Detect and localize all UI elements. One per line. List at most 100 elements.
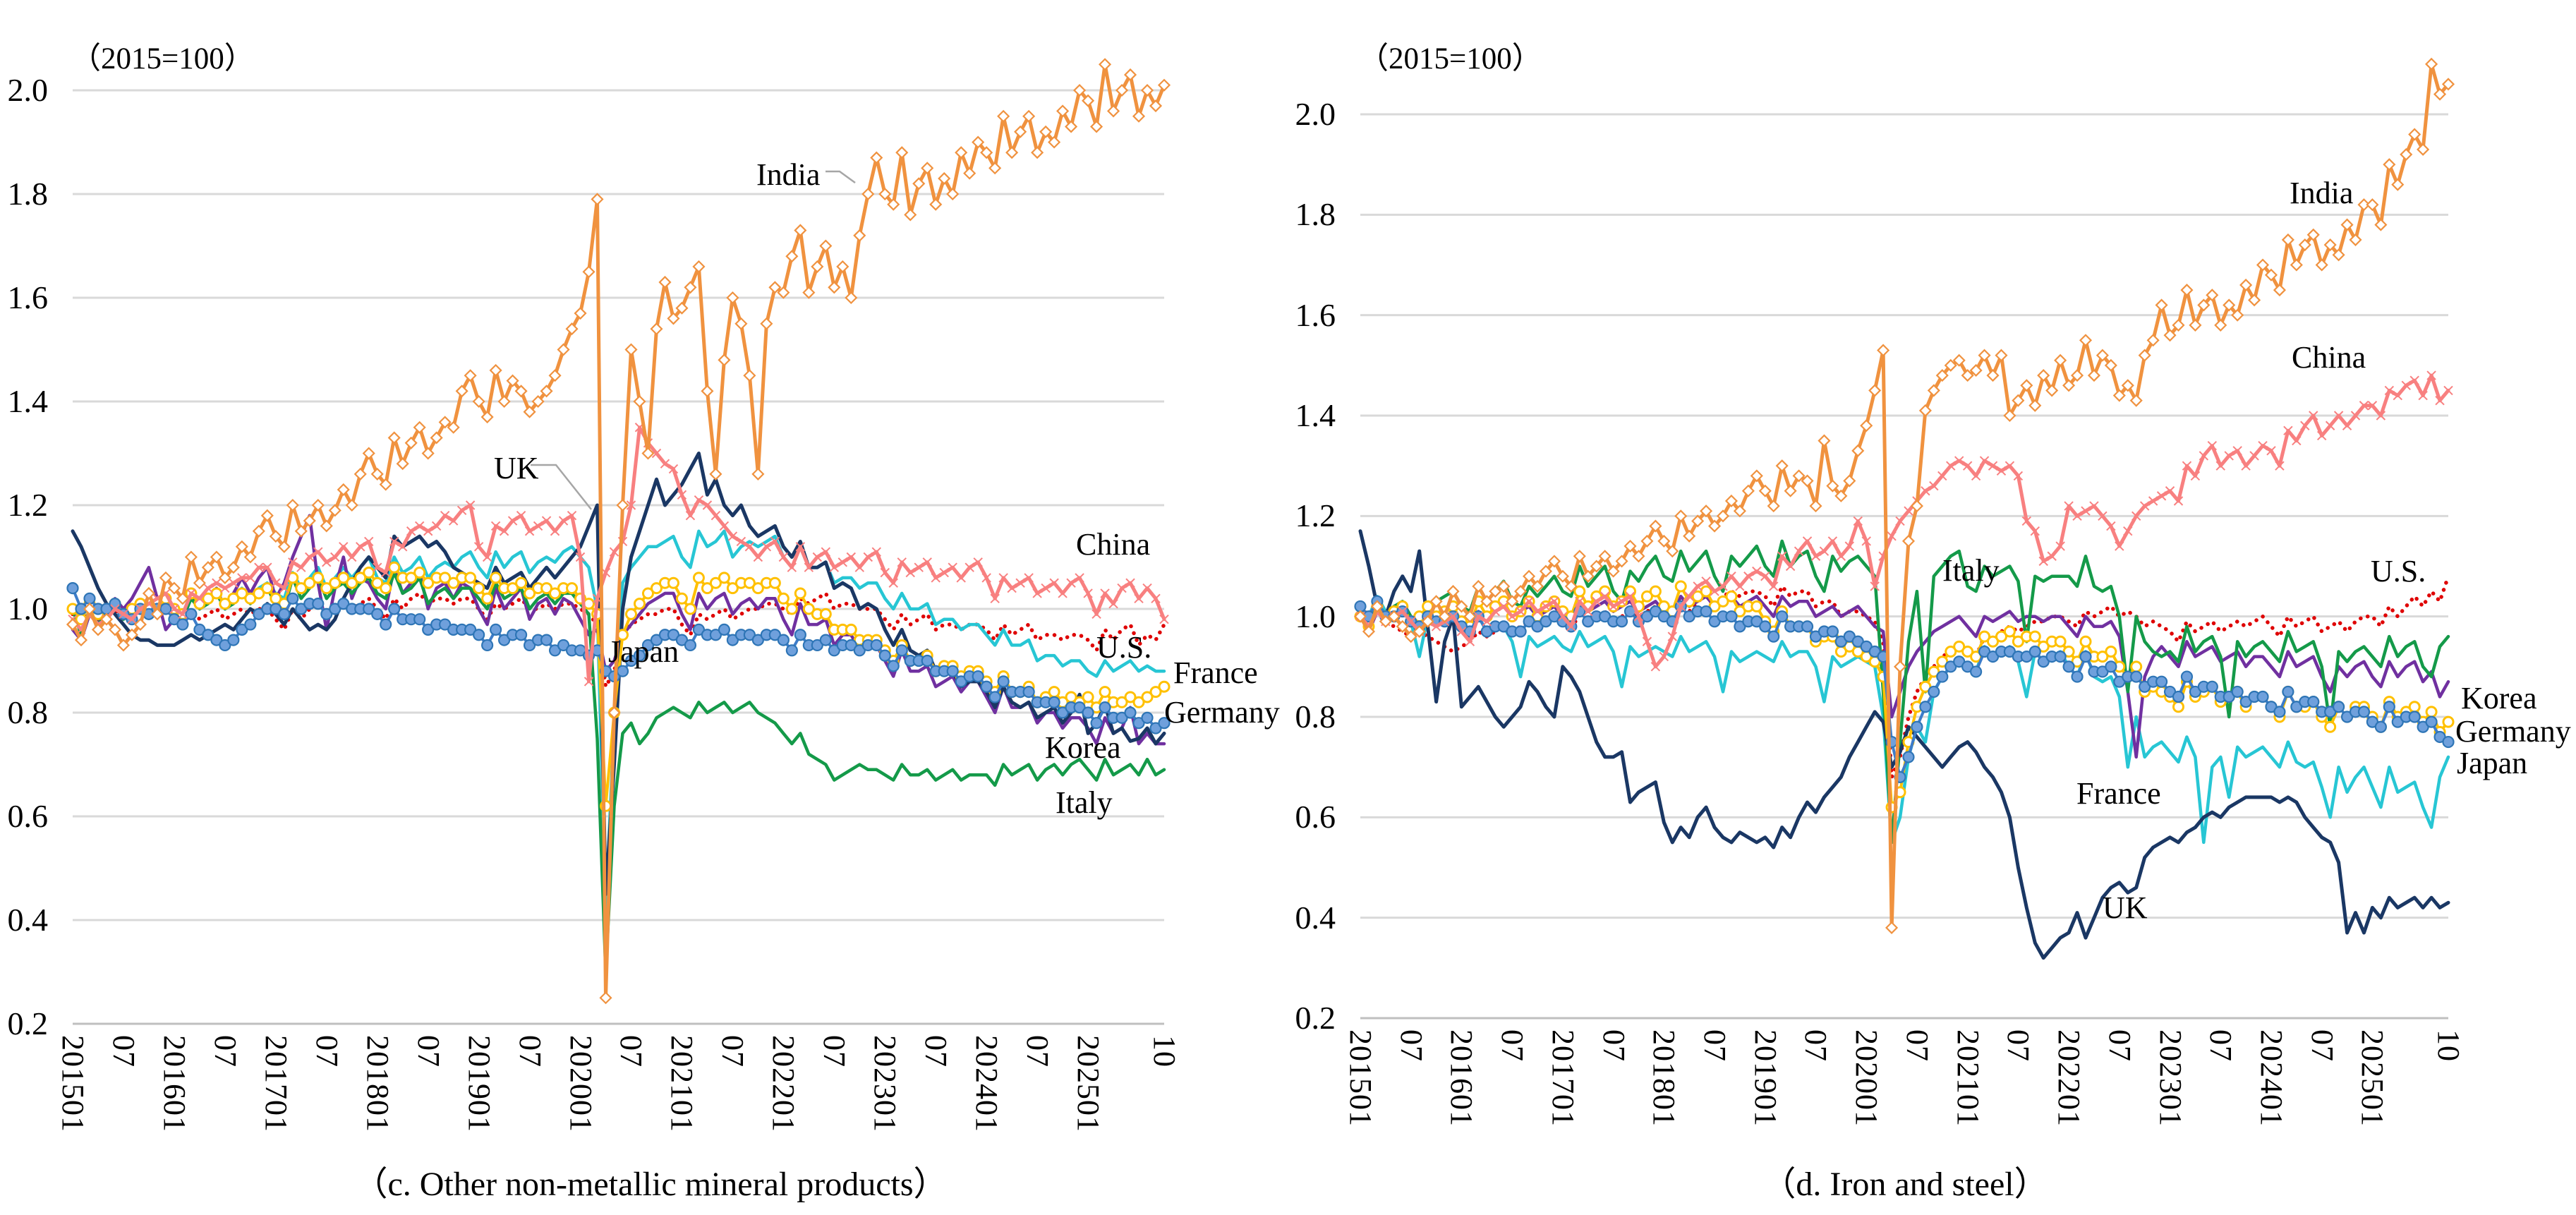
x-tick-label: 201701 — [1545, 1029, 1580, 1127]
x-tick-label: 201801 — [1647, 1029, 1682, 1127]
x-tick-label: 201601 — [157, 1035, 192, 1132]
x-tick-label: 10 — [1147, 1035, 1182, 1068]
series-line-us — [1358, 574, 2450, 780]
y-tick-label: 0.6 — [1295, 799, 1336, 835]
right-chart-caption: （d. Iron and steel） — [1762, 1166, 2048, 1203]
x-tick-label: 07 — [1495, 1029, 1530, 1062]
x-tick-label: 202201 — [2052, 1029, 2087, 1127]
x-tick-label: 202501 — [1071, 1035, 1106, 1132]
x-tick-label: 201701 — [258, 1035, 294, 1132]
x-tick-label: 07 — [817, 1035, 852, 1068]
series-line-france — [1358, 594, 2450, 845]
series-label-korea: Korea — [2461, 681, 2537, 715]
series-label-uk: UK — [494, 451, 539, 485]
x-tick-label: 07 — [1899, 1029, 1935, 1062]
y-tick-label: 1.0 — [1295, 598, 1336, 634]
x-tick-label: 07 — [2001, 1029, 2036, 1062]
left-chart-caption: （c. Other non-metallic mineral products） — [353, 1166, 948, 1203]
y-tick-label: 0.8 — [1295, 699, 1336, 735]
y-tick-label: 1.2 — [7, 487, 49, 523]
x-tick-label: 201901 — [1748, 1029, 1783, 1127]
y-tick-label: 1.8 — [1295, 196, 1336, 233]
x-tick-label: 202201 — [766, 1035, 802, 1132]
x-tick-label: 07 — [512, 1035, 548, 1068]
series-line-china — [71, 425, 1166, 684]
series-label-germany: Germany — [2455, 714, 2571, 749]
x-tick-label: 07 — [919, 1035, 954, 1068]
series-line-india — [1358, 62, 2450, 930]
x-tick-label: 07 — [1393, 1029, 1429, 1062]
y-tick-label: 0.8 — [7, 694, 49, 730]
x-tick-label: 07 — [207, 1035, 243, 1068]
x-tick-label: 07 — [2102, 1029, 2137, 1062]
series-label-us: U.S. — [1096, 630, 1152, 665]
x-tick-label: 201501 — [56, 1035, 90, 1132]
series-line-india — [71, 62, 1166, 1000]
x-tick-label: 07 — [2304, 1029, 2340, 1062]
x-tick-label: 202301 — [2153, 1029, 2188, 1127]
series-markers-india — [66, 58, 1171, 1005]
series-markers-japan — [66, 581, 1171, 735]
label-leader-line-india — [826, 170, 856, 184]
x-tick-label: 07 — [106, 1035, 141, 1068]
x-tick-label: 07 — [1596, 1029, 1631, 1062]
y-tick-label: 1.0 — [7, 591, 49, 627]
x-tick-label: 201601 — [1444, 1029, 1480, 1127]
y-tick-label: 1.8 — [7, 176, 49, 212]
y-tick-label: 0.6 — [7, 798, 49, 834]
x-tick-label: 201801 — [360, 1035, 395, 1132]
x-tick-label: 07 — [309, 1035, 344, 1068]
x-tick-label: 201901 — [461, 1035, 497, 1132]
label-leader-line-uk — [531, 464, 592, 510]
y-tick-label: 1.4 — [1295, 397, 1336, 433]
series-label-us: U.S. — [2371, 554, 2426, 588]
x-tick-label: 07 — [2203, 1029, 2239, 1062]
y-tick-label: 0.4 — [1295, 899, 1336, 936]
x-tick-label: 202001 — [563, 1035, 598, 1132]
y-tick-label: 0.2 — [1295, 1000, 1336, 1036]
y-tick-label: 1.6 — [7, 279, 49, 315]
x-tick-label: 202101 — [665, 1035, 700, 1132]
x-tick-label: 07 — [411, 1035, 446, 1068]
x-tick-label: 07 — [1020, 1035, 1056, 1068]
series-label-india: India — [2290, 176, 2354, 210]
y-tick-label: 1.2 — [1295, 497, 1336, 534]
series-markers-china — [68, 423, 1169, 687]
series-label-uk: UK — [2103, 890, 2148, 925]
y-tick-label: 2.0 — [1295, 96, 1336, 132]
y-tick-label: 1.6 — [1295, 296, 1336, 333]
series-label-france: France — [2076, 776, 2161, 811]
series-label-japan: Japan — [2457, 746, 2528, 780]
series-label-japan: Japan — [608, 634, 679, 669]
x-tick-label: 07 — [1698, 1029, 1733, 1062]
right-axis-title: （2015=100） — [1358, 42, 1542, 75]
y-tick-label: 0.2 — [7, 1005, 49, 1041]
y-tick-label: 0.4 — [7, 902, 49, 938]
x-tick-label: 10 — [2431, 1029, 2466, 1062]
x-tick-label: 202401 — [2254, 1029, 2289, 1127]
x-tick-label: 07 — [614, 1035, 649, 1068]
x-tick-label: 202301 — [868, 1035, 903, 1132]
x-tick-label: 07 — [715, 1035, 751, 1068]
series-markers-india — [1353, 57, 2455, 934]
left-axis-title: （2015=100） — [71, 42, 255, 75]
series-line-china — [1358, 373, 2450, 669]
series-label-italy: Italy — [1056, 785, 1113, 820]
series-label-germany: Germany — [1164, 695, 1280, 730]
x-tick-label: 07 — [1798, 1029, 1834, 1062]
series-label-italy: Italy — [1942, 553, 2000, 588]
series-label-china: China — [1076, 527, 1151, 562]
x-tick-label: 202101 — [1950, 1029, 1985, 1127]
y-tick-label: 2.0 — [7, 72, 49, 108]
x-tick-label: 201501 — [1343, 1029, 1378, 1127]
x-tick-label: 202501 — [2355, 1029, 2390, 1127]
series-label-china: China — [2292, 340, 2366, 375]
x-tick-label: 202401 — [969, 1035, 1005, 1132]
series-label-france: France — [1173, 655, 1258, 690]
series-label-korea: Korea — [1045, 730, 1121, 765]
y-tick-label: 1.4 — [7, 383, 49, 419]
series-label-india: India — [756, 157, 821, 192]
series-line-italy — [1358, 539, 2450, 845]
